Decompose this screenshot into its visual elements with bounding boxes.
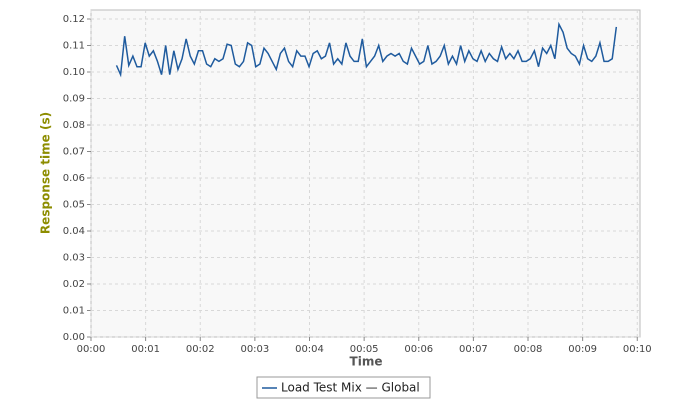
x-tick-label: 00:05 (350, 344, 379, 355)
y-tick-label: 0.08 (63, 120, 85, 131)
x-tick-label: 00:09 (568, 344, 597, 355)
y-tick-label: 0.06 (63, 173, 85, 184)
x-tick-label: 00:10 (623, 344, 652, 355)
legend-label: Load Test Mix — Global (281, 381, 420, 395)
x-tick-label: 00:07 (459, 344, 488, 355)
y-axis-title: Response time (s) (39, 112, 53, 234)
y-tick-label: 0.03 (63, 253, 85, 264)
y-tick-label: 0.05 (63, 200, 85, 211)
x-axis-title: Time (350, 355, 383, 369)
x-tick-label: 00:04 (295, 344, 324, 355)
x-tick-label: 00:06 (404, 344, 433, 355)
line-series (115, 21, 618, 78)
y-tick-label: 0.07 (63, 147, 85, 158)
y-tick-label: 0.12 (63, 14, 85, 25)
y-tick-label: 0.04 (63, 226, 85, 237)
x-tick-label: 00:02 (186, 344, 215, 355)
y-tick-label: 0.10 (63, 67, 85, 78)
x-tick-label: 00:08 (514, 344, 543, 355)
y-tick-label: 0.11 (63, 41, 85, 52)
x-tick-label: 00:03 (240, 344, 269, 355)
y-tick-label: 0.09 (63, 94, 85, 105)
y-tick-label: 0.00 (63, 332, 85, 343)
x-tick-label: 00:00 (77, 344, 106, 355)
x-tick-label: 00:01 (131, 344, 160, 355)
y-tick-label: 0.02 (63, 279, 85, 290)
legend-box (256, 376, 431, 399)
y-tick-label: 0.01 (63, 306, 85, 317)
